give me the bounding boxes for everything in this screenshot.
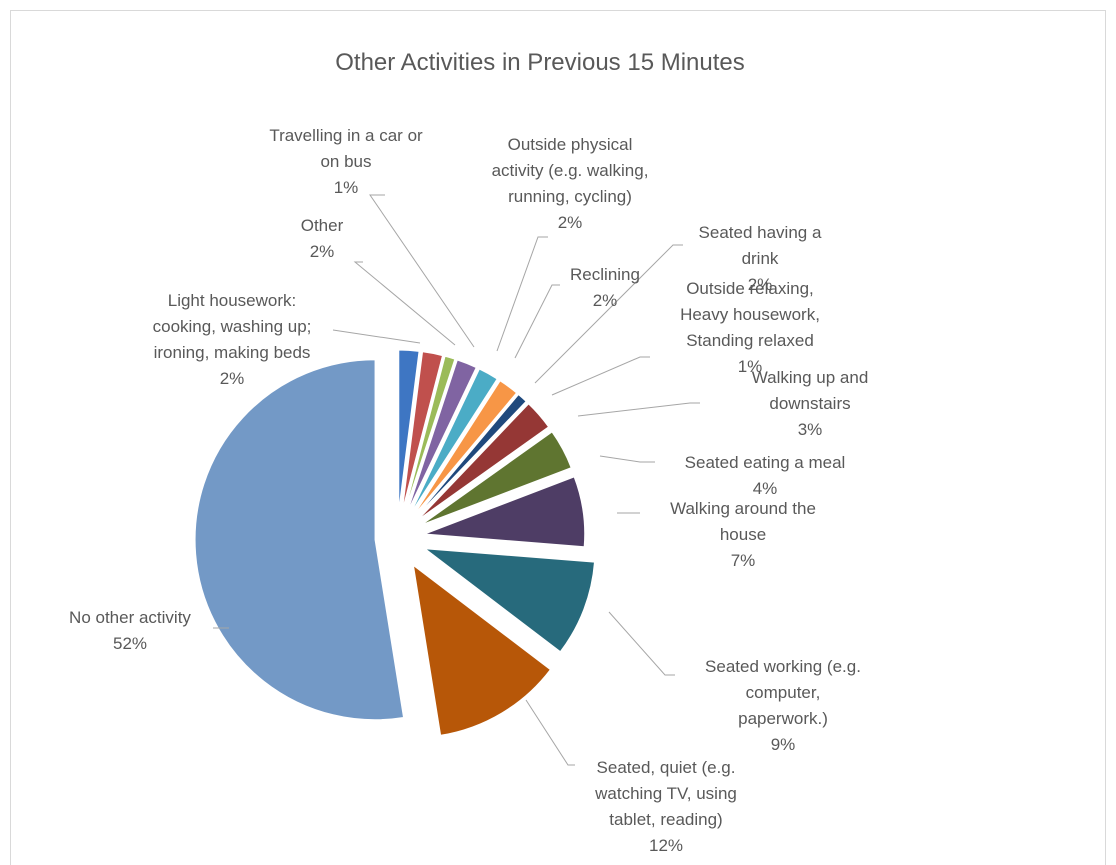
pie-slice	[401, 351, 444, 511]
slice-category-label: tablet, reading)	[609, 810, 722, 829]
slice-category-label: Seated working (e.g.	[705, 657, 861, 676]
leader-line	[514, 284, 560, 359]
pie-slice	[404, 355, 456, 512]
slice-category-label: Reclining	[570, 265, 640, 284]
slice-category-label: downstairs	[769, 394, 850, 413]
slice-category-label: Seated, quiet (e.g.	[597, 758, 736, 777]
slice-value-label: 52%	[113, 634, 147, 653]
pie-slice	[412, 564, 552, 736]
slice-category-label: activity (e.g. walking,	[492, 161, 649, 180]
leader-line	[332, 329, 421, 344]
slice-category-label: Walking around the	[670, 499, 816, 518]
pie-slices	[194, 349, 596, 736]
slice-category-label: house	[720, 525, 766, 544]
pie-slice	[423, 548, 596, 653]
leader-lines	[213, 194, 700, 766]
pie-slice	[398, 349, 420, 511]
slice-category-label: Seated having a	[699, 223, 822, 242]
leader-line	[599, 455, 655, 463]
leader-line	[353, 261, 456, 346]
slice-value-label: 7%	[731, 551, 756, 570]
pie-slice	[421, 431, 572, 526]
chart-title: Other Activities in Previous 15 Minutes	[335, 49, 745, 76]
pie-slice	[413, 380, 518, 516]
slice-value-label: 2%	[748, 275, 773, 294]
slice-value-label: 9%	[771, 735, 796, 754]
leader-line	[525, 699, 575, 766]
slice-category-label: Outside relaxing,	[686, 279, 814, 298]
slice-category-label: Heavy housework,	[680, 305, 820, 324]
slice-category-label: running, cycling)	[508, 187, 632, 206]
pie-slice	[415, 393, 527, 518]
slice-category-label: Standing relaxed	[686, 331, 814, 350]
slice-category-label: Seated eating a meal	[685, 453, 846, 472]
slice-category-label: Travelling in a car or	[269, 126, 423, 145]
slice-category-label: No other activity	[69, 608, 191, 627]
slice-category-label: Walking up and	[752, 368, 869, 387]
slice-category-label: computer,	[746, 683, 821, 702]
slice-value-label: 2%	[593, 291, 618, 310]
slice-value-label: 2%	[310, 242, 335, 261]
pie-slice	[410, 368, 498, 514]
leader-line	[369, 194, 475, 348]
pie-slice	[406, 359, 477, 513]
leader-line	[608, 611, 675, 676]
leader-line	[551, 356, 650, 396]
slice-category-label: Outside physical	[508, 135, 633, 154]
slice-value-label: 2%	[220, 369, 245, 388]
slice-category-label: paperwork.)	[738, 709, 828, 728]
pie-slice	[194, 359, 405, 721]
slice-category-label: Light housework:	[168, 291, 297, 310]
slice-value-label: 1%	[334, 178, 359, 197]
leader-line	[496, 236, 548, 352]
leader-line	[534, 244, 683, 384]
leader-line	[577, 402, 700, 417]
slice-category-label: cooking, washing up;	[153, 317, 312, 336]
slice-value-label: 2%	[558, 213, 583, 232]
slice-labels: No other activity 52% Light housework: cook…	[69, 126, 868, 855]
pie-slice	[417, 403, 550, 521]
pie-slice	[424, 476, 586, 548]
chart-area	[10, 10, 1106, 865]
slice-value-label: 4%	[753, 479, 778, 498]
slice-category-label: ironing, making beds	[154, 343, 311, 362]
slice-value-label: 1%	[738, 357, 763, 376]
slice-value-label: 3%	[798, 420, 823, 439]
slice-value-label: 12%	[649, 836, 683, 855]
slice-category-label: watching TV, using	[594, 784, 737, 803]
slice-category-label: drink	[742, 249, 779, 268]
slice-category-label: on bus	[320, 152, 371, 171]
slice-category-label: Other	[301, 216, 344, 235]
